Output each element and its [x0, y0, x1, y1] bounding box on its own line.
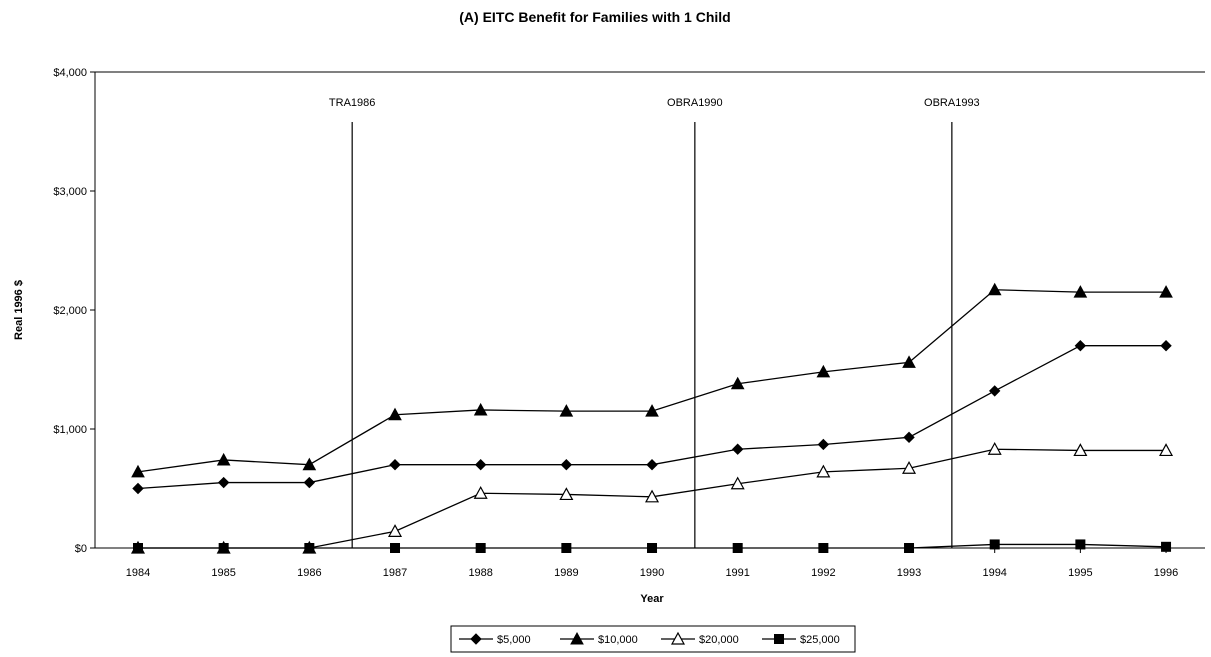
series-line	[137, 289, 1167, 473]
data-point	[730, 376, 745, 390]
data-point	[1073, 285, 1088, 298]
axes: $0 $1,000 $2,000 $3,000 $4,000 1984 1985 1986 19…	[53, 67, 1205, 579]
x-tick-label: 1989	[554, 567, 578, 579]
x-axis-title: Year	[640, 593, 664, 605]
series-group	[130, 282, 1174, 554]
series-diamond	[132, 339, 1172, 495]
x-tick-label: 1987	[383, 567, 407, 579]
data-point	[646, 458, 658, 471]
annotations: TRA1986 OBRA1990 OBRA1993	[329, 97, 980, 548]
data-point	[559, 487, 574, 501]
data-point	[387, 524, 403, 537]
data-point	[902, 461, 917, 474]
x-tick-label: 1994	[982, 567, 1006, 579]
legend-label: $25,000	[800, 634, 840, 646]
data-point	[647, 543, 658, 553]
data-point	[473, 402, 488, 416]
data-point	[304, 543, 315, 553]
data-point	[217, 476, 230, 489]
x-tick-label: 1988	[468, 567, 492, 579]
x-tick-label: 1993	[897, 567, 921, 579]
data-point	[218, 543, 229, 553]
annotation-label: TRA1986	[329, 97, 375, 109]
data-point	[388, 407, 402, 421]
x-tick-label: 1986	[297, 567, 321, 579]
annotation-label: OBRA1990	[667, 97, 723, 109]
legend-label: $20,000	[699, 634, 739, 646]
data-point	[904, 543, 915, 553]
data-point	[816, 464, 831, 478]
data-point	[987, 282, 1002, 296]
legend-marker	[774, 634, 784, 644]
x-tick-label: 1992	[811, 567, 835, 579]
series-square	[133, 539, 1172, 553]
legend-marker	[570, 631, 584, 645]
data-point	[1074, 339, 1087, 352]
data-point	[303, 476, 316, 489]
data-point	[1075, 539, 1086, 550]
data-point	[473, 486, 488, 499]
data-point	[133, 543, 143, 553]
data-point	[731, 443, 744, 455]
y-tick-label: $3,000	[53, 186, 87, 198]
y-tick-label: $1,000	[53, 424, 87, 436]
data-point	[1073, 443, 1088, 457]
chart-title: (A) EITC Benefit for Families with 1 Chi…	[459, 9, 730, 25]
data-point	[645, 404, 659, 417]
data-point	[1161, 541, 1172, 552]
data-point	[1159, 443, 1174, 457]
data-point	[732, 543, 743, 553]
data-point	[560, 458, 573, 471]
data-point	[902, 355, 916, 368]
data-point	[474, 458, 487, 471]
data-point	[216, 452, 231, 466]
data-point	[903, 431, 915, 444]
data-point	[818, 543, 829, 553]
y-tick-label: $2,000	[53, 305, 87, 317]
data-point	[645, 489, 660, 503]
data-point	[1159, 285, 1173, 298]
data-point	[302, 457, 317, 471]
y-axis-title: Real 1996 $	[13, 280, 25, 340]
y-tick-label: $0	[75, 543, 87, 555]
data-point	[987, 441, 1002, 455]
data-point	[132, 482, 144, 495]
data-point	[988, 385, 1001, 397]
data-point	[559, 404, 574, 417]
x-tick-label: 1984	[126, 567, 150, 579]
legend: $5,000 $10,000 $20,000 $25,000	[450, 625, 856, 653]
data-point	[561, 543, 572, 553]
data-point	[475, 543, 486, 553]
y-tick-label: $4,000	[53, 67, 87, 79]
legend-label: $10,000	[598, 634, 638, 646]
data-point	[817, 438, 830, 451]
data-point	[389, 458, 401, 471]
x-tick-label: 1985	[211, 567, 235, 579]
data-point	[989, 539, 1000, 550]
data-point	[816, 364, 831, 378]
x-tick-label: 1995	[1068, 567, 1092, 579]
series-triangle	[131, 282, 1173, 478]
legend-label: $5,000	[497, 634, 531, 646]
legend-marker	[670, 631, 686, 645]
x-tick-label: 1991	[725, 567, 749, 579]
data-point	[390, 543, 401, 553]
x-tick-label: 1990	[640, 567, 664, 579]
data-point	[131, 464, 145, 478]
annotation-label: OBRA1993	[924, 97, 980, 109]
data-point	[730, 476, 745, 490]
legend-marker	[470, 633, 482, 645]
data-point	[1160, 339, 1172, 352]
x-tick-label: 1996	[1154, 567, 1178, 579]
